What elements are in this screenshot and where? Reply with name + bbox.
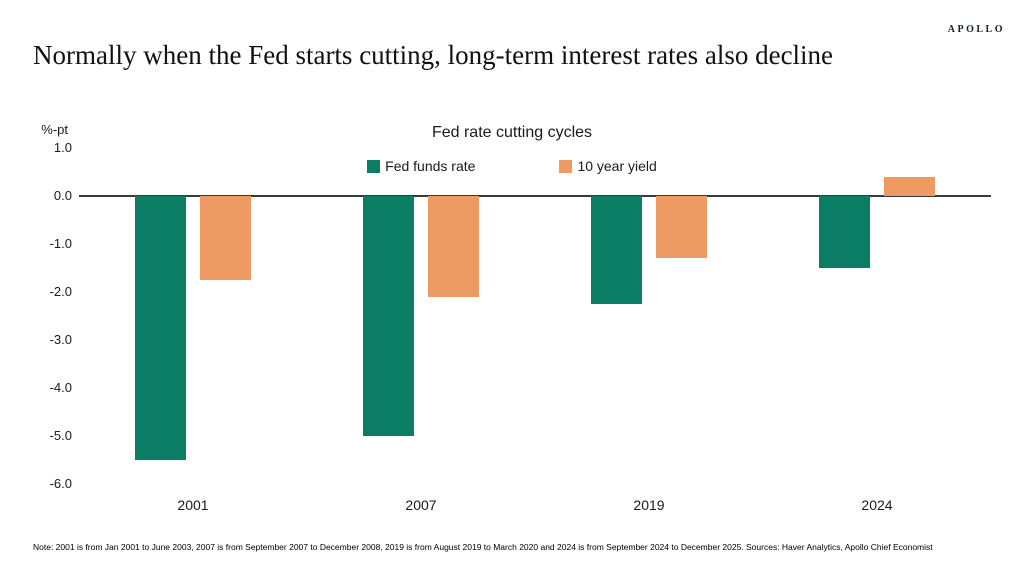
bar-10-year-yield-2007 <box>428 196 479 297</box>
bar-10-year-yield-2024 <box>884 176 935 196</box>
bar-fed-funds-rate-2001 <box>135 196 186 460</box>
y-axis-unit-label: %-pt <box>41 122 68 137</box>
page-title: Normally when the Fed starts cutting, lo… <box>33 40 834 70</box>
x-tick-label-2019: 2019 <box>633 497 665 513</box>
source-note: Note: 2001 is from Jan 2001 to June 2003… <box>33 542 933 552</box>
y-tick-label: -2.0 <box>49 284 72 299</box>
legend-item-10-year-yield: 10 year yield <box>559 158 657 174</box>
bar-fed-funds-rate-2007 <box>363 196 414 436</box>
legend-item-fed-funds-rate: Fed funds rate <box>367 158 475 174</box>
legend-label-10-year-yield: 10 year yield <box>577 158 657 174</box>
legend-swatch-10-year-yield <box>559 159 573 173</box>
y-tick-label: 1.0 <box>53 140 72 155</box>
apollo-logo: APOLLO <box>947 24 1005 35</box>
x-tick-label-2007: 2007 <box>405 497 437 513</box>
bar-10-year-yield-2001 <box>200 196 251 280</box>
x-tick-label-2024: 2024 <box>861 497 893 513</box>
legend: Fed funds rate 10 year yield <box>0 158 1024 174</box>
x-tick-label-2001: 2001 <box>177 497 209 513</box>
y-tick-label: 0.0 <box>53 188 72 203</box>
y-tick-label: -5.0 <box>49 428 72 443</box>
y-tick-label: -4.0 <box>49 380 72 395</box>
bar-fed-funds-rate-2024 <box>819 196 870 268</box>
bar-fed-funds-rate-2019 <box>591 196 642 304</box>
chart-subtitle: Fed rate cutting cycles <box>431 124 593 141</box>
bar-10-year-yield-2019 <box>656 196 707 259</box>
legend-label-fed-funds-rate: Fed funds rate <box>385 158 476 174</box>
zero-axis-line <box>79 195 991 197</box>
y-tick-label: -1.0 <box>49 236 72 251</box>
y-tick-label: -3.0 <box>49 332 72 347</box>
legend-swatch-fed-funds-rate <box>367 159 381 173</box>
y-tick-label: -6.0 <box>49 476 72 491</box>
